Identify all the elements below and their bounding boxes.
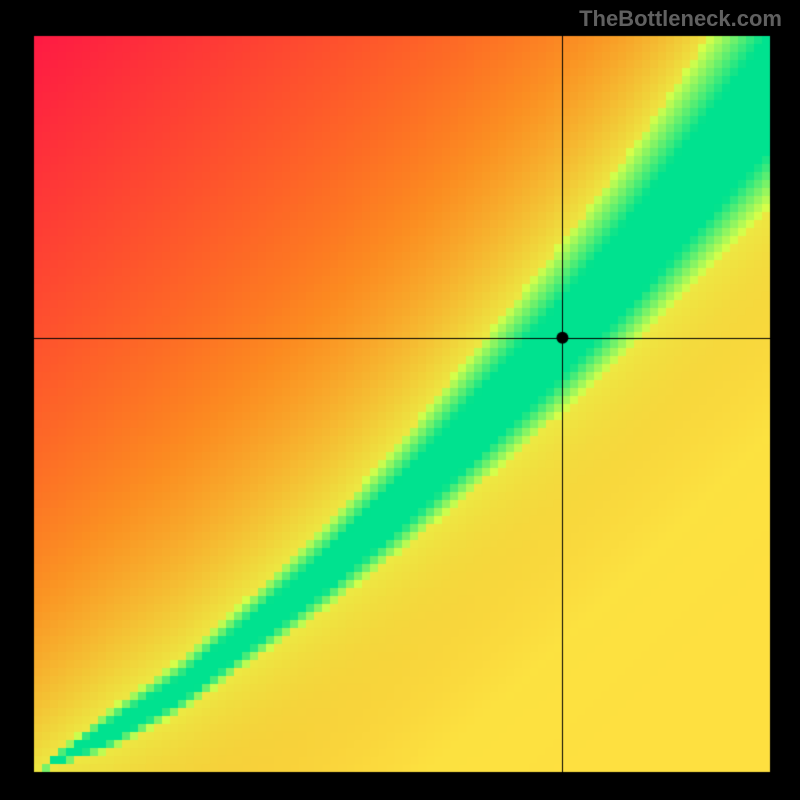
attribution-watermark: TheBottleneck.com <box>579 6 782 32</box>
bottleneck-heatmap <box>0 0 800 800</box>
